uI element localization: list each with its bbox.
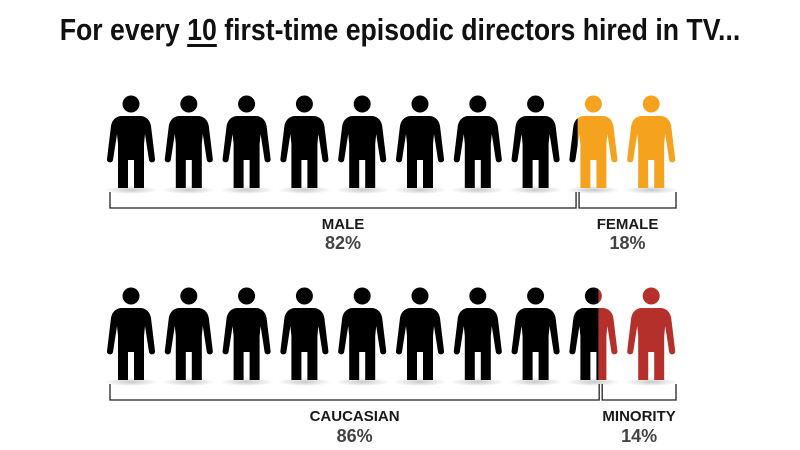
category-label-male: MALE (322, 216, 365, 233)
person-icon (280, 287, 329, 380)
icon-shadow (219, 186, 274, 194)
icon-shadow (104, 378, 158, 386)
percent-label-female: 18% (610, 233, 646, 253)
person-icon (395, 287, 445, 380)
icon-shadow (393, 186, 447, 194)
icon-shadow (277, 186, 332, 194)
person-icon (106, 287, 156, 380)
person-icon (338, 95, 387, 188)
person-icon (627, 95, 676, 188)
percent-label-male: 82% (325, 233, 361, 253)
icon-shadow (219, 378, 274, 386)
category-label-female: FEMALE (597, 216, 659, 233)
category-label-caucasian: CAUCASIAN (310, 408, 400, 425)
icon-shadow (335, 378, 390, 386)
bracket-male (109, 192, 577, 209)
person-icon (453, 95, 502, 188)
icon-shadow (624, 378, 679, 386)
person-icon (395, 95, 445, 188)
icon-shadow (508, 378, 563, 386)
category-label-minority: MINORITY (602, 408, 675, 425)
person-icon (222, 287, 271, 380)
person-icon (164, 287, 213, 380)
person-icon (280, 95, 329, 188)
icon-shadow (161, 186, 216, 194)
icon-shadow (566, 378, 621, 386)
person-icon (338, 287, 387, 380)
person-icon (453, 287, 502, 380)
bracket-female (578, 192, 677, 209)
icon-shadow (393, 378, 447, 386)
icon-shadow (161, 378, 216, 386)
person-icon (164, 95, 213, 188)
person-icon (627, 287, 676, 380)
percent-label-caucasian: 86% (337, 426, 373, 446)
person-icon (511, 95, 560, 188)
person-icon (569, 287, 618, 380)
title-prefix: For every (59, 12, 188, 47)
icon-shadow (624, 186, 679, 194)
icon-shadow (277, 378, 332, 386)
chart-title: For every 10 first-time episodic directo… (56, 12, 744, 48)
title-suffix: first-time episodic directors hired in T… (216, 12, 741, 47)
percent-label-minority: 14% (621, 426, 657, 446)
icon-shadow (508, 186, 563, 194)
person-icon (106, 95, 156, 188)
bracket-caucasian (109, 384, 600, 401)
person-icon (511, 287, 560, 380)
title-number: 10 (187, 12, 217, 47)
bracket-minority (601, 384, 677, 401)
person-icon (222, 95, 271, 188)
icon-shadow (104, 186, 158, 194)
icon-shadow (566, 186, 621, 194)
icon-shadow (335, 186, 390, 194)
icon-shadow (450, 186, 505, 194)
person-icon (569, 95, 618, 188)
icon-shadow (450, 378, 505, 386)
